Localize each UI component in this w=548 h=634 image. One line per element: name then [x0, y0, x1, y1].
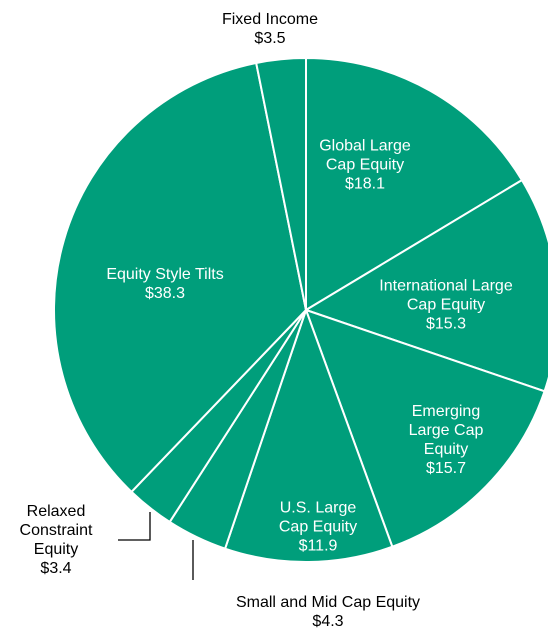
category-name: Small and Mid Cap Equity: [235, 594, 421, 611]
category-name: Relaxed Constraint Equity: [19, 503, 93, 558]
value-label: $3.5: [254, 30, 286, 47]
value-label: $18.1: [344, 175, 386, 193]
category-name: U.S. Large Cap Equity: [278, 499, 358, 536]
category-name: Emerging Large Cap Equity: [408, 403, 484, 458]
slice-label: Relaxed Constraint Equity $3.4: [6, 502, 106, 578]
leader-line: [118, 512, 151, 541]
category-name: International Large Cap Equity: [379, 277, 513, 314]
value-label: $15.3: [425, 315, 467, 333]
pie-slice: [303, 178, 548, 393]
slice-label: U.S. Large Cap Equity $11.9: [263, 499, 373, 556]
pie-slice: [255, 56, 307, 311]
slice-label: Small and Mid Cap Equity $4.3: [198, 593, 458, 631]
value-label: $38.3: [144, 285, 186, 302]
slice-label: Emerging Large Cap Equity $15.7: [396, 402, 496, 478]
value-label: $11.9: [298, 537, 338, 555]
pie-slice: [223, 306, 394, 563]
pie-slice: [304, 308, 546, 549]
value-label: $15.7: [425, 460, 467, 477]
value-label: $3.4: [40, 560, 72, 577]
category-name: Equity Style Tilts: [106, 266, 224, 283]
slice-label: Fixed Income $3.5: [200, 10, 340, 48]
slice-label: International Large Cap Equity $15.3: [366, 277, 526, 334]
category-name: Fixed Income: [221, 11, 319, 28]
category-name: Global Large Cap Equity: [319, 137, 411, 174]
value-label: $4.3: [312, 613, 344, 630]
pie-slice: [53, 61, 308, 494]
slice-label: Global Large Cap Equity $18.1: [305, 137, 425, 194]
slice-label: Equity Style Tilts $38.3: [100, 265, 230, 303]
pie-slice: [305, 56, 524, 312]
